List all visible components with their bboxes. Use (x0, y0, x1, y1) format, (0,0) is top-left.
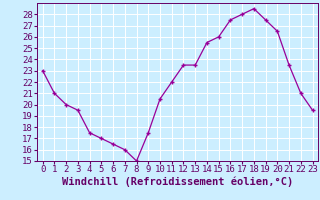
X-axis label: Windchill (Refroidissement éolien,°C): Windchill (Refroidissement éolien,°C) (62, 177, 293, 187)
